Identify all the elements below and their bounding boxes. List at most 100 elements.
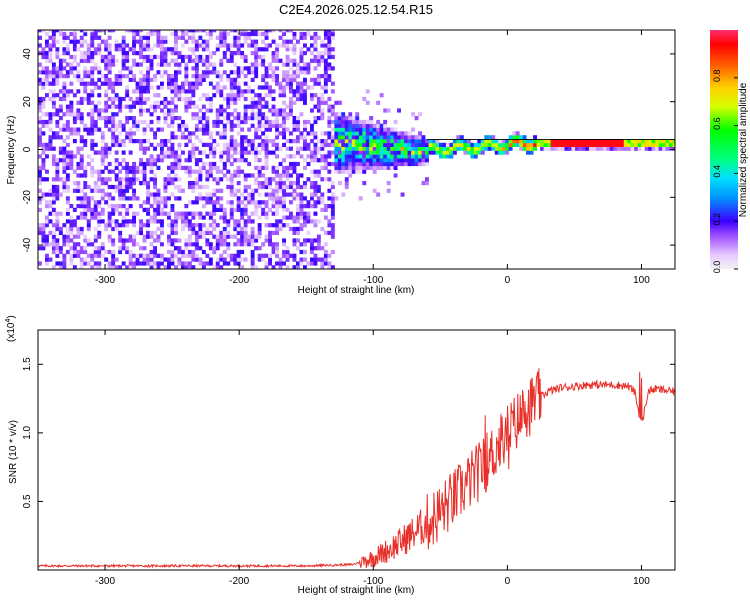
heatmap-cell bbox=[194, 223, 199, 228]
heatmap-cell bbox=[334, 112, 339, 117]
heatmap-cell bbox=[76, 173, 81, 178]
heatmap-cell bbox=[233, 234, 238, 239]
heatmap-cell bbox=[585, 142, 590, 147]
heatmap-cell bbox=[174, 70, 178, 75]
heatmap-cell bbox=[397, 150, 401, 155]
heatmap-cell bbox=[177, 51, 182, 56]
heatmap-cell bbox=[219, 207, 224, 212]
heatmap-cell bbox=[212, 249, 217, 255]
heatmap-cell bbox=[100, 154, 105, 159]
heatmap-cell bbox=[358, 123, 363, 128]
snr-scale-label: (x104) bbox=[5, 315, 17, 342]
heatmap-cell bbox=[90, 66, 95, 71]
heatmap-cell bbox=[160, 230, 164, 235]
heatmap-cell bbox=[184, 253, 189, 258]
heatmap-cell bbox=[243, 54, 248, 60]
heatmap-cell bbox=[268, 207, 272, 212]
heatmap-cell bbox=[201, 43, 206, 48]
heatmap-cell bbox=[344, 116, 349, 121]
heatmap-cell bbox=[51, 96, 56, 102]
heatmap-cell bbox=[114, 112, 119, 117]
heatmap-cell bbox=[320, 131, 325, 136]
heatmap-cell bbox=[233, 93, 238, 98]
heatmap-cell bbox=[250, 249, 255, 255]
heatmap-cell bbox=[369, 135, 374, 140]
heatmap-cell bbox=[184, 238, 189, 243]
heatmap-cell bbox=[208, 169, 213, 174]
heatmap-cell bbox=[160, 261, 164, 266]
heatmap-cell bbox=[233, 169, 238, 174]
heatmap-cell bbox=[337, 161, 342, 167]
heatmap-cell bbox=[76, 70, 81, 75]
heatmap-cell bbox=[271, 223, 276, 228]
heatmap-cell bbox=[208, 135, 213, 140]
heatmap-cell bbox=[289, 89, 293, 94]
heatmap-cell bbox=[156, 62, 161, 67]
heatmap-cell bbox=[51, 184, 56, 190]
heatmap-cell bbox=[170, 204, 175, 209]
heatmap-cell bbox=[400, 135, 405, 140]
heatmap-cell bbox=[62, 238, 67, 243]
heatmap-cell bbox=[323, 89, 328, 94]
heatmap-cell bbox=[236, 123, 241, 128]
heatmap-cell bbox=[313, 135, 318, 140]
heatmap-cell bbox=[212, 211, 217, 216]
heatmap-cell bbox=[48, 47, 53, 52]
heatmap-cell bbox=[107, 70, 112, 75]
heatmap-cell bbox=[254, 47, 259, 52]
heatmap-cell bbox=[254, 127, 259, 132]
heatmap-cell bbox=[142, 234, 147, 239]
heatmap-cell bbox=[310, 169, 314, 174]
heatmap-cell bbox=[233, 188, 238, 193]
heatmap-cell bbox=[247, 43, 252, 48]
heatmap-cell bbox=[351, 139, 356, 144]
heatmap-cell bbox=[114, 184, 119, 190]
heatmap-cell bbox=[100, 108, 105, 113]
heatmap-cell bbox=[432, 146, 436, 151]
heatmap-cell bbox=[362, 165, 367, 170]
heatmap-cell bbox=[198, 223, 203, 228]
heatmap-cell bbox=[264, 223, 269, 228]
heatmap-cell bbox=[184, 66, 189, 71]
heatmap-cell bbox=[205, 62, 210, 67]
heatmap-cell bbox=[51, 196, 56, 201]
heatmap-cell bbox=[97, 77, 102, 82]
heatmap-cell bbox=[233, 226, 238, 232]
heatmap-cell bbox=[83, 192, 88, 197]
heatmap-cell bbox=[219, 62, 224, 67]
heatmap-cell bbox=[132, 58, 136, 63]
heatmap-cell bbox=[125, 104, 130, 109]
heatmap-cell bbox=[121, 184, 126, 190]
colorbar: 0.00.20.40.60.8 Normalized spectral ampl… bbox=[710, 30, 749, 273]
heatmap-cell bbox=[557, 139, 562, 144]
heatmap-cell bbox=[289, 112, 293, 117]
heatmap-cell bbox=[306, 215, 311, 220]
heatmap-cell bbox=[191, 257, 196, 262]
heatmap-cell bbox=[421, 135, 426, 140]
heatmap-cell bbox=[51, 35, 56, 40]
heatmap-cell bbox=[121, 51, 126, 56]
heatmap-cell bbox=[337, 142, 342, 147]
heatmap-cell bbox=[257, 173, 262, 178]
heatmap-cell bbox=[177, 142, 182, 147]
heatmap-cell bbox=[194, 127, 199, 132]
heatmap-cell bbox=[585, 146, 590, 151]
heatmap-cell bbox=[254, 165, 259, 170]
heatmap-cell bbox=[271, 249, 276, 255]
heatmap-cell bbox=[236, 223, 241, 228]
heatmap-cell bbox=[86, 54, 91, 60]
heatmap-cell bbox=[38, 62, 42, 67]
heatmap-cell bbox=[254, 158, 259, 163]
heatmap-cell bbox=[153, 77, 157, 82]
heatmap-cell bbox=[627, 146, 632, 151]
heatmap-cell bbox=[132, 261, 136, 266]
heatmap-cell bbox=[278, 85, 283, 90]
heatmap-cell bbox=[51, 31, 56, 37]
heatmap-cell bbox=[184, 204, 189, 209]
heatmap-cell bbox=[187, 234, 192, 239]
heatmap-cell bbox=[125, 249, 130, 255]
heatmap-cell bbox=[487, 139, 492, 144]
heatmap-cell bbox=[191, 39, 196, 44]
heatmap-cell bbox=[153, 131, 157, 136]
heatmap-cell bbox=[132, 238, 136, 243]
